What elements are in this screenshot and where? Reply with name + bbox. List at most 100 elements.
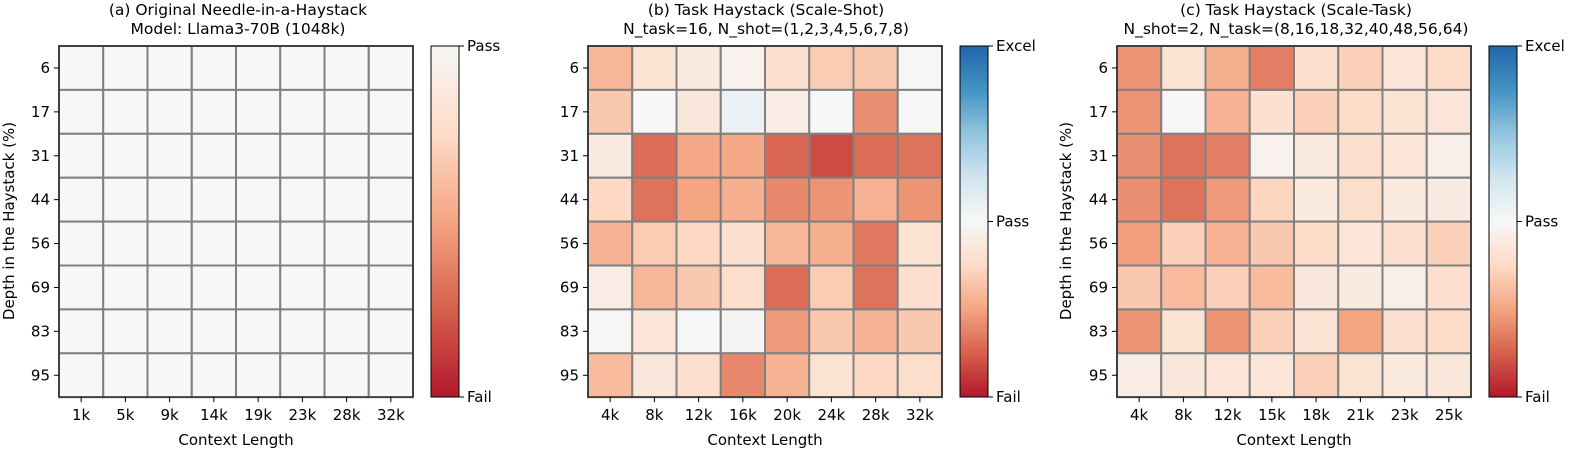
panel-c-cell-r5-c6 [1381, 264, 1428, 311]
panel-c-cell-r6-c6 [1381, 308, 1428, 355]
panel-a-cell-r6-c5 [279, 308, 326, 355]
panel-c-y-tick-label: 56 [1089, 235, 1108, 253]
panel-b-cell-r0-c3 [719, 45, 766, 91]
panel-b-cell-r5-c0 [587, 264, 634, 311]
panel-b-cell-r5-c7 [896, 264, 943, 311]
panel-b-x-ticks: 4k 8k 12k 16k 20k 24k 28k 32k [601, 397, 934, 424]
panel-a-y-tick-label: 31 [31, 147, 50, 165]
panel-a-y-tick-label: 83 [31, 322, 50, 340]
panel-a-cell-r4-c4 [235, 220, 282, 267]
panel-b-cell-r4-c0 [587, 220, 634, 267]
panel-b-x-tick-label: 8k [645, 406, 664, 424]
panel-a-colorbar-bar [430, 45, 460, 398]
panel-c-cell-r7-c2 [1204, 352, 1251, 399]
panel-c-x-ticks: 4k 8k 12k 15k 18k 21k 23k 25k [1130, 397, 1463, 424]
panel-c-cell-r5-c7 [1425, 264, 1472, 311]
panel-b-cell-r7-c0 [587, 352, 634, 399]
panel-c-cell-r3-c7 [1425, 176, 1472, 223]
panel-b-cell-r6-c6 [852, 308, 899, 355]
panel-b-cell-r7-c7 [896, 352, 943, 399]
panel-c-cell-r2-c7 [1425, 132, 1472, 179]
panel-c-cell-r4-c4 [1293, 220, 1340, 267]
panel-a-title-line-2: Model: Llama3-70B (1048k) [131, 20, 346, 38]
panel-a-colorbar-tick-label: Pass [467, 37, 500, 55]
panel-c-cell-r5-c4 [1293, 264, 1340, 311]
panel-b-cell-r5-c2 [675, 264, 722, 311]
panel-c-cell-r3-c2 [1204, 176, 1251, 223]
panel-b-cell-r5-c3 [719, 264, 766, 311]
panel-c-cell-r4-c5 [1337, 220, 1384, 267]
panel-c-cell-r6-c0 [1116, 308, 1163, 355]
panel-a-cell-r4-c0 [58, 220, 105, 267]
panel-c-cell-r2-c0 [1116, 132, 1163, 179]
panel-a-cell-r6-c0 [58, 308, 105, 355]
panel-c-cell-r2-c4 [1293, 132, 1340, 179]
panel-a-y-tick-label: 56 [31, 235, 50, 253]
panel-b-y-ticks: 6 17 31 44 56 69 83 95 [560, 59, 588, 384]
panel-c-cell-r7-c6 [1381, 352, 1428, 399]
panel-c-x-tick-label: 18k [1302, 406, 1330, 424]
panel-b-colorbar-tick-label: Fail [996, 388, 1021, 406]
panel-c-cell-r0-c1 [1160, 45, 1207, 91]
panel-a-cell-r1-c3 [190, 88, 237, 135]
panel-b-cell-r1-c6 [852, 88, 899, 135]
panel-a-cell-r5-c1 [102, 264, 149, 311]
panel-a-x-tick-label: 23k [288, 406, 316, 424]
panel-b-cell-r2-c2 [675, 132, 722, 179]
panel-b-cell-r6-c3 [719, 308, 766, 355]
panel-a-y-tick-label: 95 [31, 366, 50, 384]
panel-a-cell-r4-c5 [279, 220, 326, 267]
panel-c-colorbar-bar [1488, 45, 1518, 398]
panel-a-cell-r3-c1 [102, 176, 149, 223]
panel-a-cell-r4-c6 [323, 220, 370, 267]
panel-b-cell-r2-c6 [852, 132, 899, 179]
panel-c-cell-r4-c6 [1381, 220, 1428, 267]
panel-a-cell-r2-c6 [323, 132, 370, 179]
panel-b-x-tick-label: 28k [862, 406, 890, 424]
panel-a-cells [58, 45, 414, 399]
panel-a-cell-r0-c2 [146, 45, 193, 91]
panel-b-cell-r4-c6 [852, 220, 899, 267]
panel-b-cell-r7-c5 [808, 352, 855, 399]
panel-b-cell-r0-c7 [896, 45, 943, 91]
panel-b-cell-r3-c2 [675, 176, 722, 223]
panel-a-cell-r4-c2 [146, 220, 193, 267]
panel-c-cells [1116, 45, 1472, 399]
panel-a-y-ticks: 6 17 31 44 56 69 83 95 [31, 59, 59, 384]
panel-b-title-line-1: (b) Task Haystack (Scale-Shot) [648, 1, 884, 19]
panel-b-cell-r2-c4 [764, 132, 811, 179]
panel-a-cell-r7-c4 [235, 352, 282, 399]
panel-c-cell-r2-c1 [1160, 132, 1207, 179]
panel-b-x-tick-label: 4k [601, 406, 620, 424]
panel-c-cell-r2-c3 [1248, 132, 1295, 179]
panel-b-cell-r5-c4 [764, 264, 811, 311]
panel-a-cell-r6-c6 [323, 308, 370, 355]
panel-a-y-tick-label: 6 [40, 59, 50, 77]
panel-b-frame [587, 45, 943, 398]
panel-a-cell-r0-c3 [190, 45, 237, 91]
panel-c-title-line-1: (c) Task Haystack (Scale-Task) [1180, 1, 1412, 19]
panel-a-cell-r2-c2 [146, 132, 193, 179]
panel-c: (c) Task Haystack (Scale-Task) N_shot=2,… [1057, 1, 1565, 449]
panel-c-y-tick-label: 6 [1098, 59, 1108, 77]
panel-b-cell-r1-c4 [764, 88, 811, 135]
panel-a-cell-r7-c5 [279, 352, 326, 399]
panel-a-cell-r3-c4 [235, 176, 282, 223]
panel-a-cell-r0-c5 [279, 45, 326, 91]
panel-a-cell-r2-c1 [102, 132, 149, 179]
panel-a-cell-r3-c3 [190, 176, 237, 223]
panel-b-y-tick-label: 17 [560, 103, 579, 121]
panel-c-cell-r6-c4 [1293, 308, 1340, 355]
panel-c-x-axis-label: Context Length [1236, 431, 1351, 449]
panel-c-cell-r1-c6 [1381, 88, 1428, 135]
panel-b-x-tick-label: 32k [906, 406, 934, 424]
panel-a-frame [58, 45, 414, 398]
panel-a-cell-r6-c3 [190, 308, 237, 355]
panel-a-cell-r5-c3 [190, 264, 237, 311]
panel-b-cell-r3-c1 [631, 176, 678, 223]
panel-c-x-tick-label: 12k [1214, 406, 1242, 424]
panel-c-cell-r0-c3 [1248, 45, 1295, 91]
panel-c-cell-r5-c1 [1160, 264, 1207, 311]
panel-c-cell-r1-c5 [1337, 88, 1384, 135]
panel-c-cell-r1-c0 [1116, 88, 1163, 135]
